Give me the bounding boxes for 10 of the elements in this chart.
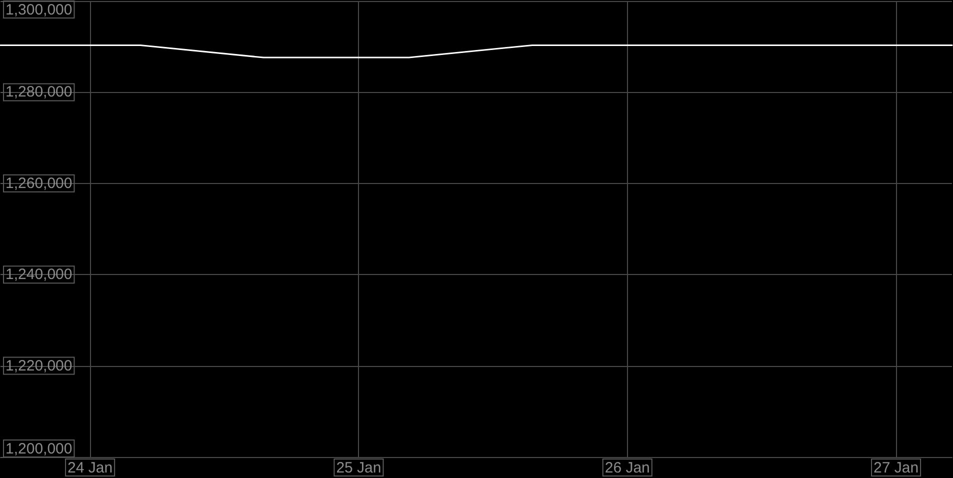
x-tick-label: 25 Jan bbox=[336, 460, 382, 476]
y-tick-label: 1,280,000 bbox=[6, 84, 72, 101]
y-tick-label: 1,200,000 bbox=[6, 440, 72, 458]
y-tick-label: 1,220,000 bbox=[6, 357, 72, 374]
x-tick-label: 24 Jan bbox=[68, 460, 113, 476]
y-tick-label: 1,240,000 bbox=[6, 266, 72, 284]
y-tick-label: 1,260,000 bbox=[6, 174, 72, 192]
x-tick-label: 27 Jan bbox=[874, 460, 919, 476]
y-tick-label: 1,300,000 bbox=[6, 2, 72, 18]
x-tick-label: 26 Jan bbox=[604, 460, 650, 476]
